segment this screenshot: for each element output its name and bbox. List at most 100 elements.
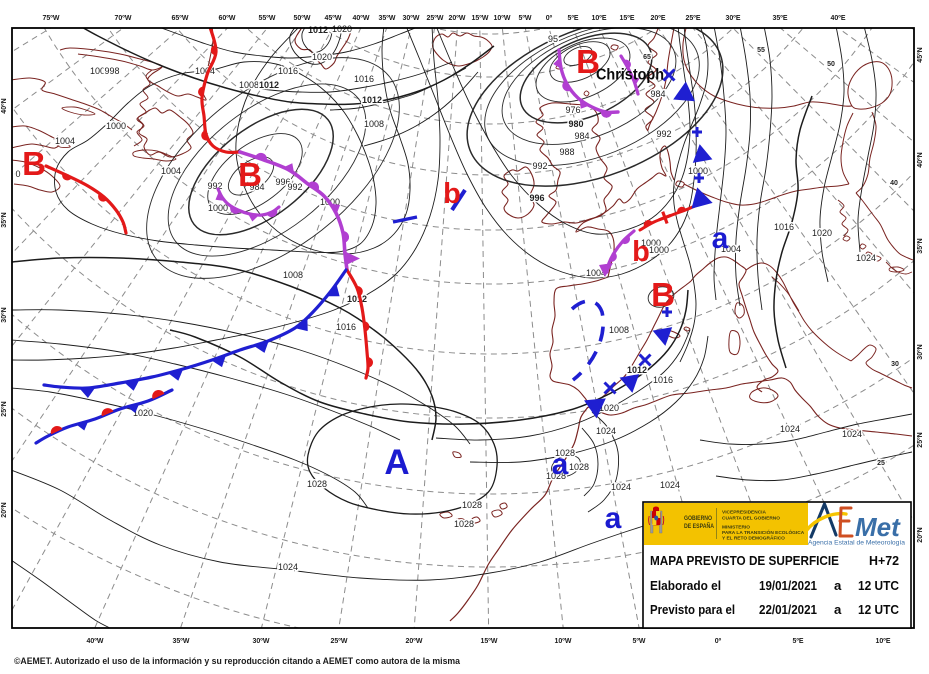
svg-text:1008: 1008 <box>239 80 259 90</box>
svg-text:65: 65 <box>643 54 651 61</box>
svg-text:50ºW: 50ºW <box>294 15 311 22</box>
svg-text:5ºW: 5ºW <box>632 638 645 645</box>
svg-text:a: a <box>552 448 569 481</box>
svg-text:45ºW: 45ºW <box>325 15 342 22</box>
svg-text:1016: 1016 <box>774 222 794 232</box>
svg-text:b: b <box>443 178 461 210</box>
svg-text:30ºN: 30ºN <box>1 307 8 322</box>
svg-text:a: a <box>834 578 842 593</box>
svg-text:984: 984 <box>249 182 264 192</box>
svg-text:1028: 1028 <box>307 479 327 489</box>
svg-text:30ºW: 30ºW <box>403 15 420 22</box>
svg-text:988: 988 <box>559 147 574 157</box>
svg-text:20ºW: 20ºW <box>406 638 423 645</box>
svg-text:55ºW: 55ºW <box>259 15 276 22</box>
svg-text:MINISTERIO: MINISTERIO <box>722 525 750 531</box>
svg-text:25ºW: 25ºW <box>427 15 444 22</box>
svg-text:1024: 1024 <box>596 426 616 436</box>
svg-text:10ºW: 10ºW <box>555 638 572 645</box>
svg-text:1012: 1012 <box>347 294 367 304</box>
svg-text:1004: 1004 <box>55 136 75 146</box>
svg-text:0: 0 <box>15 169 20 179</box>
svg-text:30ºW: 30ºW <box>253 638 270 645</box>
svg-text:996: 996 <box>275 177 290 187</box>
svg-text:1024: 1024 <box>842 429 862 439</box>
svg-text:35ºE: 35ºE <box>772 15 787 22</box>
svg-text:Y EL RETO DEMOGRÁFICO: Y EL RETO DEMOGRÁFICO <box>722 535 785 542</box>
svg-text:996: 996 <box>529 193 544 203</box>
svg-text:10ºE: 10ºE <box>591 15 606 22</box>
svg-text:1000: 1000 <box>688 166 708 176</box>
svg-text:5ºW: 5ºW <box>518 15 531 22</box>
svg-text:a: a <box>605 502 622 535</box>
svg-text:992: 992 <box>287 182 302 192</box>
svg-text:20ºE: 20ºE <box>650 15 665 22</box>
svg-text:DE ESPAÑA: DE ESPAÑA <box>684 521 714 530</box>
svg-text:Agencia Estatal de Meteorologí: Agencia Estatal de Meteorología <box>808 540 905 547</box>
svg-text:1012: 1012 <box>259 80 279 90</box>
svg-text:12 UTC: 12 UTC <box>858 578 899 593</box>
svg-text:1024: 1024 <box>660 480 680 490</box>
svg-text:35ºW: 35ºW <box>379 15 396 22</box>
svg-text:Met: Met <box>855 512 901 542</box>
svg-text:1016: 1016 <box>278 66 298 76</box>
svg-text:MAPA PREVISTO DE SUPERFICIE: MAPA PREVISTO DE SUPERFICIE <box>650 553 839 568</box>
svg-text:35ºW: 35ºW <box>173 638 190 645</box>
svg-text:984: 984 <box>574 131 589 141</box>
svg-text:25ºN: 25ºN <box>917 432 924 447</box>
svg-text:30: 30 <box>891 361 899 368</box>
svg-text:40ºE: 40ºE <box>830 15 845 22</box>
svg-text:1016: 1016 <box>653 375 673 385</box>
svg-text:A: A <box>384 443 409 482</box>
svg-text:1024: 1024 <box>780 424 800 434</box>
svg-text:1020: 1020 <box>312 52 332 62</box>
svg-text:1024: 1024 <box>278 562 298 572</box>
svg-text:0º: 0º <box>546 15 553 22</box>
svg-text:B: B <box>238 156 262 193</box>
svg-text:45ºN: 45ºN <box>917 47 924 62</box>
svg-text:20ºN: 20ºN <box>917 527 924 542</box>
svg-text:1020: 1020 <box>332 24 352 34</box>
svg-text:Elaborado el: Elaborado el <box>650 578 721 593</box>
svg-text:PARA LA TRANSICIÓN ECOLÓGICA: PARA LA TRANSICIÓN ECOLÓGICA <box>722 528 805 536</box>
svg-text:75ºW: 75ºW <box>43 15 60 22</box>
svg-text:25ºW: 25ºW <box>331 638 348 645</box>
svg-text:55: 55 <box>757 47 765 54</box>
svg-text:1000: 1000 <box>208 203 228 213</box>
svg-text:95: 95 <box>548 34 558 44</box>
svg-text:1000: 1000 <box>106 121 126 131</box>
svg-text:15ºE: 15ºE <box>619 15 634 22</box>
svg-text:25ºE: 25ºE <box>685 15 700 22</box>
svg-text:10ºE: 10ºE <box>875 638 890 645</box>
svg-text:1000: 1000 <box>649 245 669 255</box>
svg-text:22/01/2021: 22/01/2021 <box>759 602 817 617</box>
svg-text:1008: 1008 <box>364 119 384 129</box>
svg-text:0º: 0º <box>715 638 722 645</box>
svg-text:1020: 1020 <box>599 403 619 413</box>
svg-text:GOBIERNO: GOBIERNO <box>684 515 712 522</box>
svg-text:998: 998 <box>104 66 119 76</box>
svg-text:1012: 1012 <box>308 25 328 35</box>
svg-text:50: 50 <box>827 61 835 68</box>
svg-text:1024: 1024 <box>611 482 631 492</box>
svg-text:70ºW: 70ºW <box>115 15 132 22</box>
svg-text:992: 992 <box>532 161 547 171</box>
svg-text:1012: 1012 <box>627 365 647 375</box>
svg-text:©AEMET. Autorizado el uso de l: ©AEMET. Autorizado el uso de la informac… <box>14 656 461 667</box>
svg-text:5ºE: 5ºE <box>567 15 578 22</box>
svg-text:20ºN: 20ºN <box>1 502 8 517</box>
svg-text:35ºN: 35ºN <box>917 238 924 253</box>
svg-text:1024: 1024 <box>856 253 876 263</box>
svg-text:25: 25 <box>877 460 885 467</box>
svg-text:1000: 1000 <box>90 66 110 76</box>
svg-text:35ºN: 35ºN <box>1 212 8 227</box>
svg-text:a: a <box>712 222 729 255</box>
svg-text:1028: 1028 <box>546 471 566 481</box>
svg-text:B: B <box>651 276 675 313</box>
svg-text:a: a <box>834 602 842 617</box>
svg-text:1008: 1008 <box>283 270 303 280</box>
svg-text:19/01/2021: 19/01/2021 <box>759 578 817 593</box>
svg-text:1004: 1004 <box>721 244 741 254</box>
svg-text:65ºW: 65ºW <box>172 15 189 22</box>
svg-text:30ºN: 30ºN <box>917 344 924 359</box>
